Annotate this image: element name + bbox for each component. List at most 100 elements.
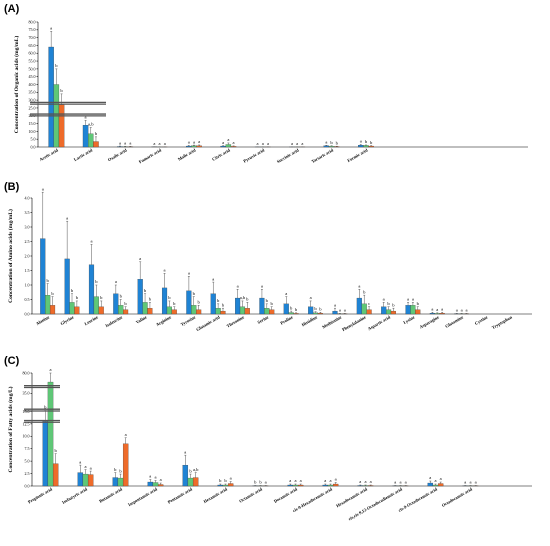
bar <box>361 303 367 315</box>
panel-c-fatty-acids: (C) Concentration of Fatty acids (mg/L) 0.… <box>4 355 532 522</box>
bar <box>317 313 323 315</box>
y-tick-label: 0.0 <box>25 483 30 488</box>
significance-label: b <box>100 295 103 300</box>
bar <box>312 312 319 315</box>
bar <box>88 133 94 148</box>
bar <box>405 305 411 315</box>
significance-label: b <box>44 405 47 410</box>
significance-label: b <box>193 291 196 296</box>
y-tick-label: 80.0 <box>23 370 30 375</box>
significance-label: a <box>383 297 385 302</box>
category-label: Threonine <box>226 315 245 329</box>
bar <box>93 296 99 315</box>
bar <box>220 145 226 148</box>
significance-label: a <box>139 256 141 261</box>
y-tick-label: 15.0 <box>29 121 36 126</box>
category-label: Glutamine <box>444 315 464 329</box>
bar <box>192 477 199 487</box>
bar <box>82 125 89 148</box>
y-tick-label: 2.5 <box>25 239 30 244</box>
significance-label: a <box>129 141 131 146</box>
category-label: Oxalic acid <box>107 147 128 162</box>
significance-label: a <box>115 279 117 284</box>
significance-label: a <box>164 268 166 273</box>
bar <box>225 144 232 148</box>
category-label: cis-9-Hexadecenoic acid <box>292 486 334 513</box>
significance-label: a <box>344 308 346 313</box>
significance-label: a <box>261 284 263 289</box>
category-label: Phenylalanine <box>341 315 367 333</box>
y-axis-label: Concentration of Fatty acids (mg/L) <box>7 386 14 472</box>
significance-label: a <box>90 465 92 470</box>
significance-label: a <box>434 478 436 483</box>
bar <box>297 484 304 487</box>
category-label: Tyrosine <box>180 315 197 327</box>
significance-label: b <box>266 298 269 303</box>
y-tick-label: 3.0 <box>25 224 30 229</box>
significance-label: b <box>219 478 222 483</box>
y-tick-label: 2.0 <box>25 253 30 258</box>
significance-label: b <box>246 297 249 302</box>
significance-label: a <box>79 459 81 464</box>
significance-label: a <box>441 306 443 311</box>
bar <box>82 473 89 487</box>
bar <box>40 238 46 315</box>
bar <box>210 293 216 315</box>
category-label: Succinic acid <box>276 147 300 164</box>
significance-label: a <box>360 139 362 144</box>
category-label: Propionic acid <box>27 486 53 504</box>
category-group: a bb Isoleucine <box>104 279 129 329</box>
significance-label: a <box>160 477 162 482</box>
significance-label: a <box>237 284 239 289</box>
significance-label: a <box>184 449 186 454</box>
significance-label: a <box>50 26 52 31</box>
significance-label: a <box>265 480 267 485</box>
category-group: a bb Arginine <box>155 268 177 327</box>
y-tick-label: 55.0 <box>29 58 36 63</box>
significance-label: b <box>392 302 395 307</box>
significance-label: b <box>330 140 333 145</box>
category-group: a b b Alanine <box>35 186 56 326</box>
category-label: Proline <box>279 315 293 326</box>
bar <box>292 484 299 487</box>
significance-label: a <box>301 141 303 146</box>
bar <box>332 483 339 487</box>
significance-label: a <box>257 141 259 146</box>
significance-label: a <box>193 139 195 144</box>
y-tick-label: 65.0 <box>29 43 36 48</box>
category-label: Isoleucine <box>104 315 123 329</box>
y-tick-label: 25.0 <box>29 105 36 110</box>
significance-label: a <box>461 308 463 313</box>
significance-label: a <box>324 478 326 483</box>
significance-label: b <box>217 298 220 303</box>
significance-label: a <box>66 215 68 220</box>
significance-label: b <box>314 306 317 311</box>
bar <box>58 104 65 148</box>
category-label: Lactic acid <box>73 147 94 162</box>
significance-label: b <box>336 140 339 145</box>
significance-label: b <box>95 279 98 284</box>
bar <box>356 297 362 315</box>
significance-label: a <box>465 308 467 313</box>
significance-label: b <box>365 139 368 144</box>
category-label: Decanoic acid <box>273 486 298 504</box>
bar <box>49 305 56 315</box>
category-label: Formic acid <box>346 147 369 163</box>
bar <box>288 312 294 315</box>
bar <box>142 302 148 315</box>
bar <box>439 313 445 315</box>
category-label: Citric acid <box>211 147 231 162</box>
y-tick-label: 0.0 <box>31 144 36 149</box>
bar <box>187 477 194 487</box>
bar <box>283 303 289 315</box>
significance-label: a <box>125 432 127 437</box>
bar <box>152 482 159 487</box>
